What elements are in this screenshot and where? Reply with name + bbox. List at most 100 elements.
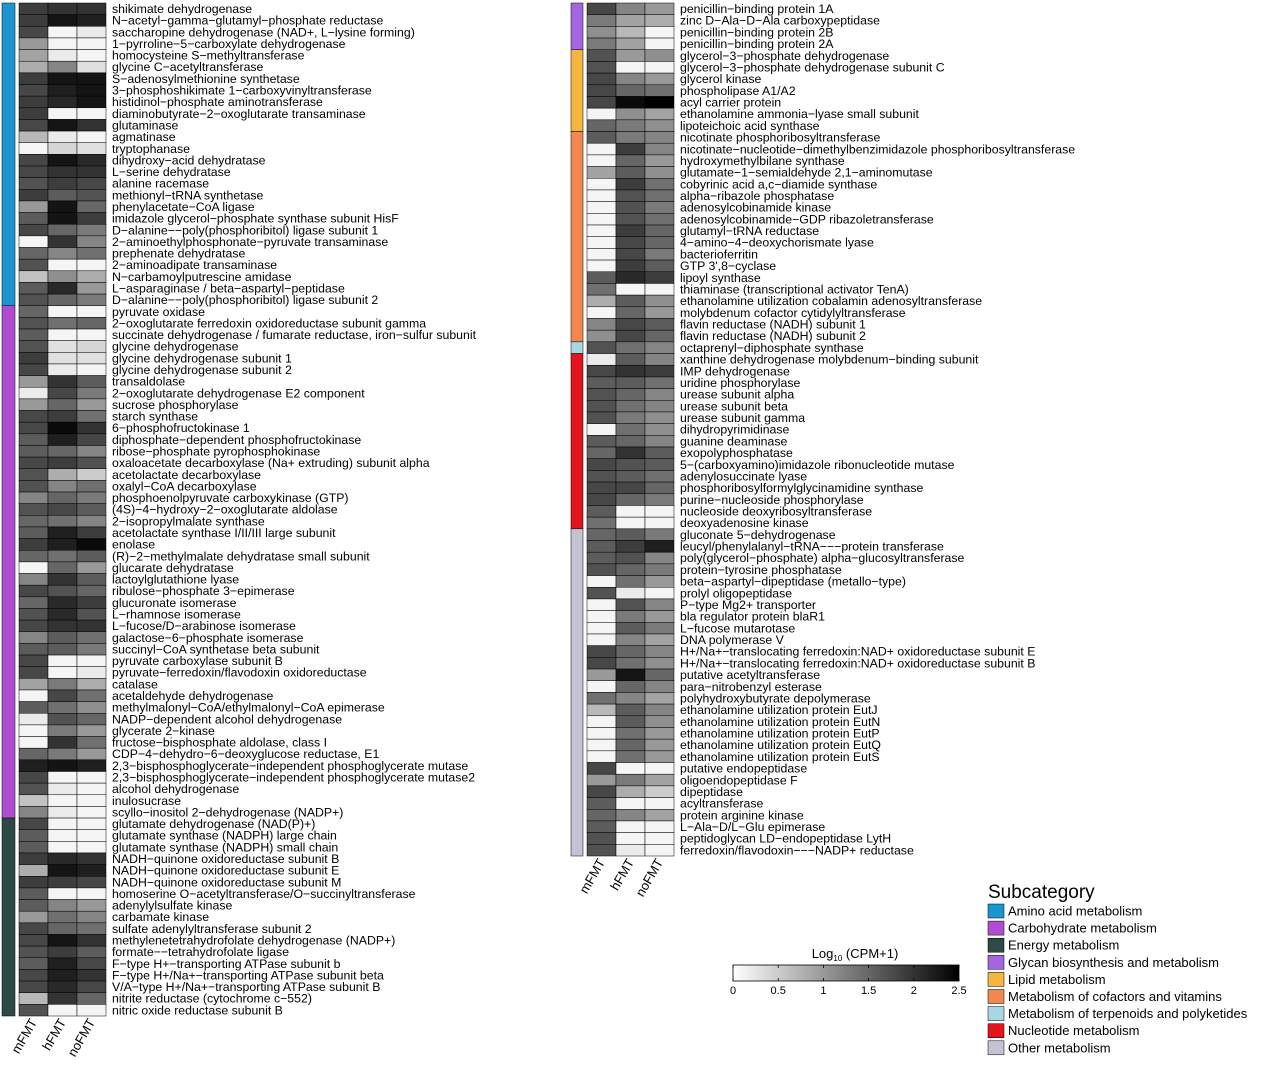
heatmap-cell <box>47 538 78 551</box>
row-label: carbamate kinase <box>112 910 209 924</box>
heatmap-cell <box>644 318 675 331</box>
row-label: (4S)−4−hydroxy−2−oxoglutarate aldolase <box>112 503 338 517</box>
row-label: N−carbamoylputrescine amidase <box>112 270 292 284</box>
column-label: hFMT <box>607 856 637 893</box>
heatmap-cell <box>18 899 49 912</box>
heatmap-row: inulosucrase <box>18 794 181 808</box>
heatmap-cell <box>615 131 646 144</box>
row-label: nitrite reductase (cytochrome c−552) <box>112 992 312 1006</box>
heatmap-cell <box>47 258 78 272</box>
heatmap-row: homocysteine S−methyltransferase <box>18 49 305 63</box>
heatmap-cell <box>586 738 617 752</box>
row-label: bla regulator protein blaR1 <box>680 610 825 624</box>
heatmap-cell <box>76 14 107 27</box>
heatmap-cell <box>586 259 617 273</box>
heatmap-cell <box>47 247 78 260</box>
row-label: gluconate 5−dehydrogenase <box>680 528 836 542</box>
heatmap-cell <box>644 37 675 50</box>
heatmap-cell <box>615 458 646 471</box>
heatmap-cell <box>586 692 617 705</box>
heatmap-cell <box>76 491 107 504</box>
heatmap-cell <box>586 142 617 156</box>
heatmap-cell <box>47 72 78 85</box>
heatmap-cell <box>76 270 107 283</box>
heatmap-cell <box>586 563 617 576</box>
row-label: homocysteine S−methyltransferase <box>112 49 305 63</box>
heatmap-cell <box>18 643 49 656</box>
heatmap-row: para−nitrobenzyl esterase <box>586 680 822 694</box>
heatmap-cell <box>76 945 107 959</box>
heatmap-cell <box>615 142 646 156</box>
heatmap-cell <box>76 1004 107 1017</box>
heatmap-cell <box>644 271 675 284</box>
heatmap-cell <box>18 410 49 423</box>
heatmap-cell <box>76 107 107 120</box>
row-label: nitric oxide reductase subunit B <box>112 1003 283 1017</box>
category-band <box>570 528 584 857</box>
heatmap-row: N−acetyl−gamma−glutamyl−phosphate reduct… <box>18 14 384 28</box>
heatmap-cell <box>76 934 107 947</box>
heatmap-cell <box>644 587 675 600</box>
legend-swatch <box>987 972 1005 987</box>
heatmap-cell <box>644 622 675 635</box>
row-label: L−rhamnose isomerase <box>112 607 241 621</box>
row-label: phenylacetate−CoA ligase <box>112 200 255 214</box>
row-label: transaldolase <box>112 375 185 389</box>
heatmap-cell <box>47 375 78 388</box>
heatmap-cell <box>18 72 49 85</box>
row-label: beta−aspartyl−dipeptidase (metallo−type) <box>680 575 906 589</box>
legend-swatch <box>987 955 1005 970</box>
heatmap-row: 2,3−bisphosphoglycerate−independent phos… <box>18 771 475 785</box>
heatmap-row: methylmalonyl−CoA/ethylmalonyl−CoA epime… <box>18 701 385 715</box>
heatmap-row: acetolactate synthase I/II/III large sub… <box>18 526 336 540</box>
heatmap-row: pyruvate−ferredoxin/flavodoxin oxidoredu… <box>18 666 367 680</box>
row-label: ethanolamine utilization cobalamin adeno… <box>680 294 982 308</box>
heatmap-cell <box>586 318 617 331</box>
row-label: protein−tyrosine phosphatase <box>680 563 842 577</box>
heatmap-cell <box>76 212 107 225</box>
heatmap-row: L−serine dehydratase <box>18 165 231 179</box>
heatmap-cell <box>76 550 107 563</box>
row-label: 2,3−bisphosphoglycerate−independent phos… <box>112 759 468 773</box>
row-label: histidinol−phosphate aminotransferase <box>112 95 323 109</box>
row-label: adenosylcobinamide−GDP ribazoletransfera… <box>680 212 934 226</box>
row-label: protein arginine kinase <box>680 808 804 822</box>
row-label: homoserine O−acetyltransferase/O−succiny… <box>112 887 416 901</box>
heatmap-row: polyhydroxybutyrate depolymerase <box>586 691 871 705</box>
heatmap-row: phosphoribosylformylglycinamidine syntha… <box>586 481 923 495</box>
heatmap-cell <box>586 224 617 237</box>
heatmap-cell <box>47 713 78 726</box>
heatmap-cell <box>47 26 78 39</box>
heatmap-cell <box>615 610 646 623</box>
heatmap-cell <box>644 692 675 705</box>
row-label: pyruvate carboxylase subunit B <box>112 654 283 668</box>
heatmap-cell <box>76 119 107 132</box>
heatmap-cell <box>76 37 107 50</box>
heatmap-cell <box>615 376 646 389</box>
heatmap-row: histidinol−phosphate aminotransferase <box>18 95 323 109</box>
heatmap-cell <box>47 2 78 15</box>
heatmap-cell <box>76 468 107 481</box>
heatmap-cell <box>18 14 49 27</box>
heatmap-cell <box>76 899 107 912</box>
row-label: starch synthase <box>112 410 198 424</box>
row-label: glycerol−3−phosphate dehydrogenase subun… <box>680 60 945 74</box>
heatmap-cell <box>47 386 78 400</box>
heatmap-cell <box>644 236 675 249</box>
heatmap-cell <box>615 528 646 541</box>
heatmap-cell <box>644 400 675 413</box>
heatmap-cell <box>47 270 78 283</box>
heatmap-cell <box>18 60 49 74</box>
heatmap-cell <box>586 575 617 588</box>
heatmap-cell <box>644 411 675 424</box>
heatmap-row: xanthine dehydrogenase molybdenum−bindin… <box>586 353 979 367</box>
heatmap-cell <box>47 747 78 761</box>
heatmap-cell <box>76 49 107 62</box>
heatmap-cell <box>586 785 617 798</box>
row-label: phosphoenolpyruvate carboxykinase (GTP) <box>112 491 349 505</box>
row-label: 5−(carboxyamino)imidazole ribonucleotide… <box>680 458 955 472</box>
heatmap-row: DNA polymerase V <box>586 633 785 647</box>
heatmap-cell <box>47 328 78 341</box>
heatmap-row: adenylosuccinate lyase <box>586 469 807 483</box>
heatmap-cell <box>615 680 646 693</box>
